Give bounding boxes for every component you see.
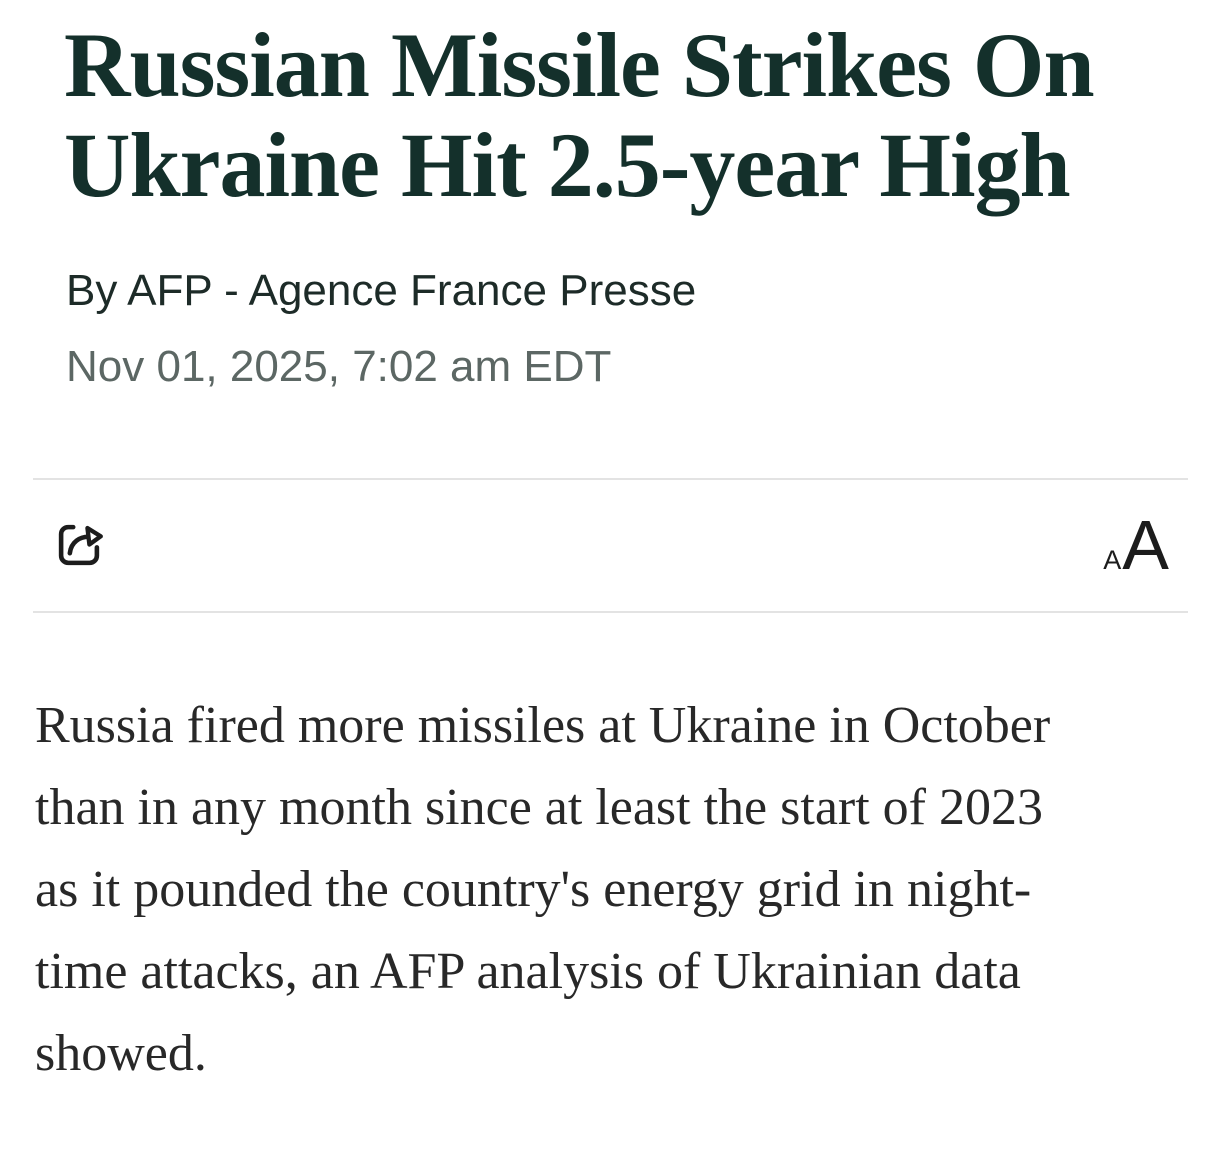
text-size-small-letter: A: [1103, 545, 1122, 575]
article-page: Russian Missile Strikes On Ukraine Hit 2…: [0, 0, 1220, 1082]
headline-line-1: Russian Missile Strikes On: [64, 14, 1095, 116]
article-byline: By AFP - Agence France Presse: [66, 266, 697, 315]
share-icon: [58, 524, 103, 566]
headline-line-2: Ukraine Hit 2.5-year High: [64, 114, 1071, 216]
text-size-icon: A A: [1103, 510, 1169, 580]
article-toolbar: A A: [0, 510, 1220, 580]
article-timestamp: Nov 01, 2025, 7:02 am EDT: [66, 342, 612, 391]
share-button[interactable]: [50, 516, 108, 574]
divider-top: [33, 478, 1188, 480]
text-size-button[interactable]: A A: [1103, 510, 1169, 580]
divider-bottom: [33, 611, 1188, 613]
text-size-large-letter: A: [1122, 506, 1169, 584]
article-headline: Russian Missile Strikes On Ukraine Hit 2…: [64, 0, 1180, 215]
article-body-paragraph: Russia fired more missiles at Ukraine in…: [35, 697, 1051, 1082]
